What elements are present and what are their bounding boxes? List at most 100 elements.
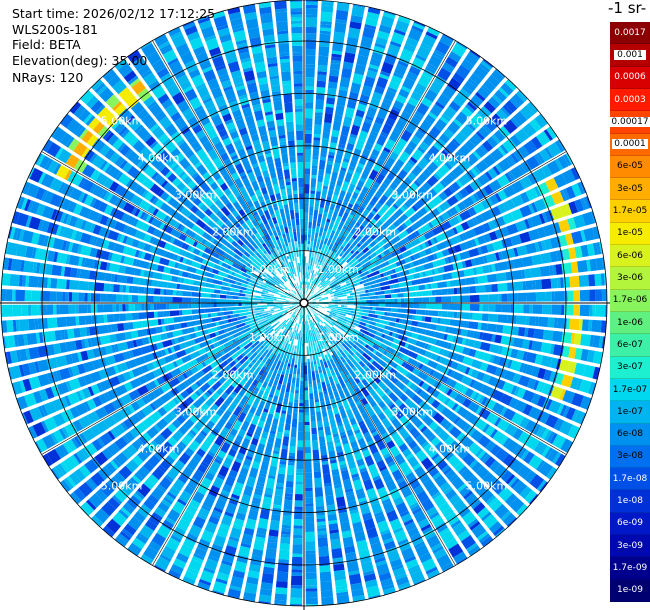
- ray: [304, 305, 350, 605]
- ray: [69, 101, 303, 302]
- range-ring-label: 1.00km: [317, 331, 359, 344]
- ray: [289, 305, 304, 606]
- ray: [34, 304, 302, 453]
- ray: [5, 303, 302, 365]
- colorbar-tick-label: 3e-09: [617, 540, 643, 551]
- colorbar-tick-label: 1.7e-09: [612, 563, 648, 574]
- colorbar-tick-label: 0.0003: [614, 94, 646, 105]
- ray: [304, 305, 319, 606]
- ray: [1, 288, 302, 303]
- ray: [80, 90, 303, 302]
- ray: [154, 33, 303, 301]
- colorbar-cell: 1.7e-09: [610, 557, 650, 580]
- ray: [34, 153, 302, 302]
- colorbar-tick-label: 6e-06: [617, 250, 643, 261]
- ray: [306, 167, 581, 302]
- colorbar-cell: 6e-08: [610, 423, 650, 446]
- colorbar-tick-label: 1e-08: [617, 496, 643, 507]
- ray: [306, 303, 603, 365]
- ray: [306, 139, 566, 302]
- ray: [102, 304, 303, 538]
- ray: [305, 304, 539, 505]
- ray: [91, 79, 303, 302]
- ray: [306, 303, 597, 395]
- range-ring-label: 5.00km: [466, 115, 508, 128]
- ray: [305, 41, 468, 301]
- range-ring-label: 4.00km: [429, 152, 471, 165]
- radar-center-marker: [299, 298, 309, 308]
- colorbar-cell: 1e-09: [610, 579, 650, 602]
- colorbar-cell: 0.0003: [610, 88, 650, 112]
- ray: [305, 33, 454, 301]
- ray: [306, 288, 607, 303]
- range-ring-label: 3.00km: [175, 405, 217, 418]
- colorbar-tick-label: 1.7e-05: [612, 206, 648, 217]
- ray: [27, 304, 302, 439]
- ray: [5, 241, 302, 303]
- ray: [306, 303, 606, 349]
- range-ring-label: 4.00km: [138, 442, 180, 455]
- grid-layer: [0, 0, 610, 610]
- colorbar-cell: 6e-05: [610, 155, 650, 179]
- ray: [304, 305, 334, 606]
- colorbar-tick-label: 1e-05: [617, 228, 643, 239]
- ray: [242, 4, 304, 301]
- ray: [50, 304, 302, 480]
- ray: [197, 15, 304, 301]
- colorbar-tick-label: 3e-06: [617, 273, 643, 284]
- colorbar-cell: 1.7e-07: [610, 378, 650, 402]
- ray: [50, 126, 302, 302]
- ray: [258, 1, 304, 301]
- ray: [154, 305, 303, 573]
- colorbar-tick-label: 1.7e-07: [612, 384, 648, 395]
- elevation-text: Elevation(deg): 35.00: [12, 53, 148, 68]
- ray: [305, 101, 539, 302]
- field-text: Field: BETA: [12, 37, 81, 52]
- ray: [21, 303, 302, 425]
- ray: [304, 0, 319, 301]
- ray: [114, 305, 303, 548]
- range-ring-label: 5.00km: [101, 115, 143, 128]
- ray: [11, 211, 302, 303]
- colorbar-cell: 0.0017: [610, 22, 650, 45]
- ray: [306, 304, 566, 467]
- ray: [306, 303, 607, 333]
- ray: [42, 304, 302, 467]
- ray: [1, 303, 302, 333]
- colorbar-cell: 0.00017: [609, 111, 650, 134]
- range-ring-label: 2.00km: [212, 368, 254, 381]
- colorbar-cell: 6e-06: [610, 245, 650, 268]
- range-ring-label: 1.00km: [249, 331, 291, 344]
- ray: [305, 304, 528, 516]
- ray: [306, 303, 587, 425]
- colorbar-tick-label: 6e-07: [617, 339, 643, 350]
- range-ring-label: 3.00km: [175, 189, 217, 202]
- ray: [212, 10, 304, 301]
- range-ring-label: 3.00km: [392, 189, 434, 202]
- ray: [306, 273, 607, 303]
- colorbar-cell: 3e-05: [610, 178, 650, 201]
- colorbar-cell: 3e-06: [610, 267, 650, 290]
- ray: [305, 58, 494, 301]
- range-ring-label: 4.00km: [138, 152, 180, 165]
- ray: [304, 7, 381, 301]
- colorbar-tick-label: 0.0001: [612, 139, 648, 150]
- colorbar-tick-label: 6e-08: [617, 429, 643, 440]
- ray: [304, 20, 426, 301]
- ring-labels-layer: 1.00km 2.00km 3.00km 4.00km 5.00km 1.00km 2.00…: [101, 115, 507, 493]
- ray: [11, 303, 302, 395]
- colorbar-tick-label: 1e-06: [617, 317, 643, 328]
- ray: [304, 305, 411, 591]
- ray: [114, 58, 303, 301]
- ray: [304, 305, 426, 586]
- colorbar-cell: 0.001: [610, 44, 650, 67]
- ray: [304, 1, 350, 301]
- colorbar-tick-label: 1e-07: [617, 406, 643, 417]
- colorbar-tick-label: 0.00017: [609, 116, 650, 127]
- colorbar-cell: 6e-07: [610, 334, 650, 357]
- colorbar-tick-label: 3e-05: [617, 183, 643, 194]
- ray: [306, 303, 592, 410]
- ray: [305, 79, 517, 302]
- ray: [274, 0, 304, 301]
- ray: [306, 303, 607, 318]
